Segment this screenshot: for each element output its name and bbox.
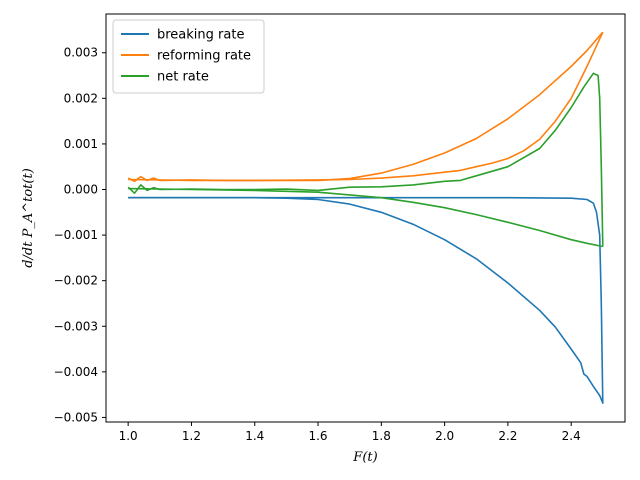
y-tick-label: 0.000 (64, 183, 98, 197)
y-axis-label: d/dt P_A^tot(t) (21, 168, 36, 268)
series-line-reforming-rate-4 (128, 31, 604, 182)
legend: breaking rate reforming rate net rate (112, 19, 265, 94)
x-tick-label: 1.6 (308, 429, 327, 443)
series-line-net-rate-5 (128, 187, 603, 248)
x-tick-label: 1.8 (372, 429, 391, 443)
x-tick-label: 2.0 (435, 429, 454, 443)
x-tick-label: 1.4 (245, 429, 264, 443)
series-line-net-rate-2 (127, 72, 604, 247)
legend-label: breaking rate (157, 28, 244, 43)
x-axis-label: F(t) (352, 450, 377, 465)
x-tick-label: 2.4 (562, 429, 581, 443)
y-tick-label: 0.003 (64, 46, 98, 60)
plot-frame (105, 13, 626, 423)
x-tick-label: 1.2 (182, 429, 201, 443)
y-axis-ticks: 0.003 0.002 0.001 0.000 −0.001 −0.002 −0.003 −0… (54, 46, 106, 424)
y-tick-label: 0.001 (64, 137, 98, 151)
x-tick-label: 1.0 (119, 429, 138, 443)
y-tick-label: −0.005 (54, 410, 98, 424)
plot-lines (127, 31, 604, 404)
x-axis-ticks: 1.0 1.2 1.4 1.6 1.8 2.0 2.2 2.4 (119, 422, 581, 443)
y-tick-label: −0.002 (54, 274, 98, 288)
legend-label: reforming rate (157, 49, 251, 64)
x-tick-label: 2.2 (498, 429, 517, 443)
y-tick-label: −0.004 (54, 365, 98, 379)
series-line-breaking-rate-3 (128, 196, 604, 404)
y-tick-label: −0.003 (54, 319, 98, 333)
legend-box (112, 19, 265, 94)
y-tick-label: 0.002 (64, 91, 98, 105)
legend-label: net rate (157, 70, 209, 85)
y-tick-label: −0.001 (54, 228, 98, 242)
